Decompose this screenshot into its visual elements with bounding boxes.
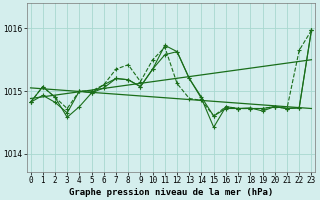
- X-axis label: Graphe pression niveau de la mer (hPa): Graphe pression niveau de la mer (hPa): [69, 188, 273, 197]
